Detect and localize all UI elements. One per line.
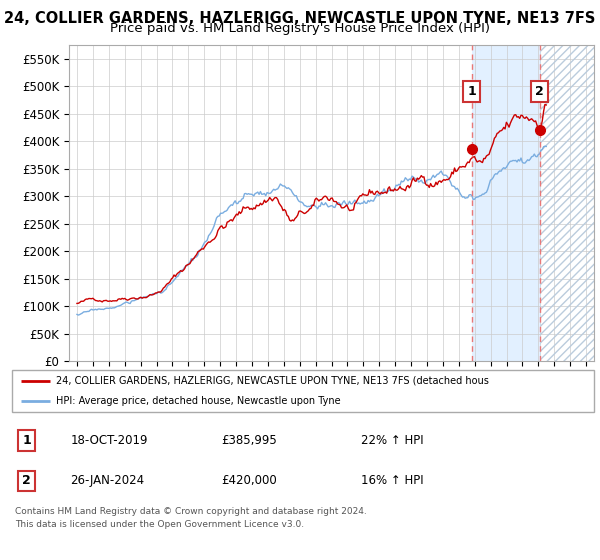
Text: 22% ↑ HPI: 22% ↑ HPI [361,434,424,447]
Bar [472,45,539,361]
Text: 2: 2 [535,85,544,98]
Bar [539,45,594,361]
Text: This data is licensed under the Open Government Licence v3.0.: This data is licensed under the Open Gov… [15,520,304,529]
Text: 16% ↑ HPI: 16% ↑ HPI [361,474,424,487]
Text: 1: 1 [467,85,476,98]
Text: 26-JAN-2024: 26-JAN-2024 [70,474,145,487]
Text: 2: 2 [22,474,31,487]
Text: £385,995: £385,995 [221,434,277,447]
Text: 24, COLLIER GARDENS, HAZLERIGG, NEWCASTLE UPON TYNE, NE13 7FS (detached hous: 24, COLLIER GARDENS, HAZLERIGG, NEWCASTL… [56,376,488,386]
Text: Contains HM Land Registry data © Crown copyright and database right 2024.: Contains HM Land Registry data © Crown c… [15,507,367,516]
Text: Price paid vs. HM Land Registry's House Price Index (HPI): Price paid vs. HM Land Registry's House … [110,22,490,35]
Text: HPI: Average price, detached house, Newcastle upon Tyne: HPI: Average price, detached house, Newc… [56,396,340,406]
Text: 18-OCT-2019: 18-OCT-2019 [70,434,148,447]
Text: £420,000: £420,000 [221,474,277,487]
Bar [539,45,594,361]
Text: 1: 1 [22,434,31,447]
Text: 24, COLLIER GARDENS, HAZLERIGG, NEWCASTLE UPON TYNE, NE13 7FS: 24, COLLIER GARDENS, HAZLERIGG, NEWCASTL… [4,11,596,26]
